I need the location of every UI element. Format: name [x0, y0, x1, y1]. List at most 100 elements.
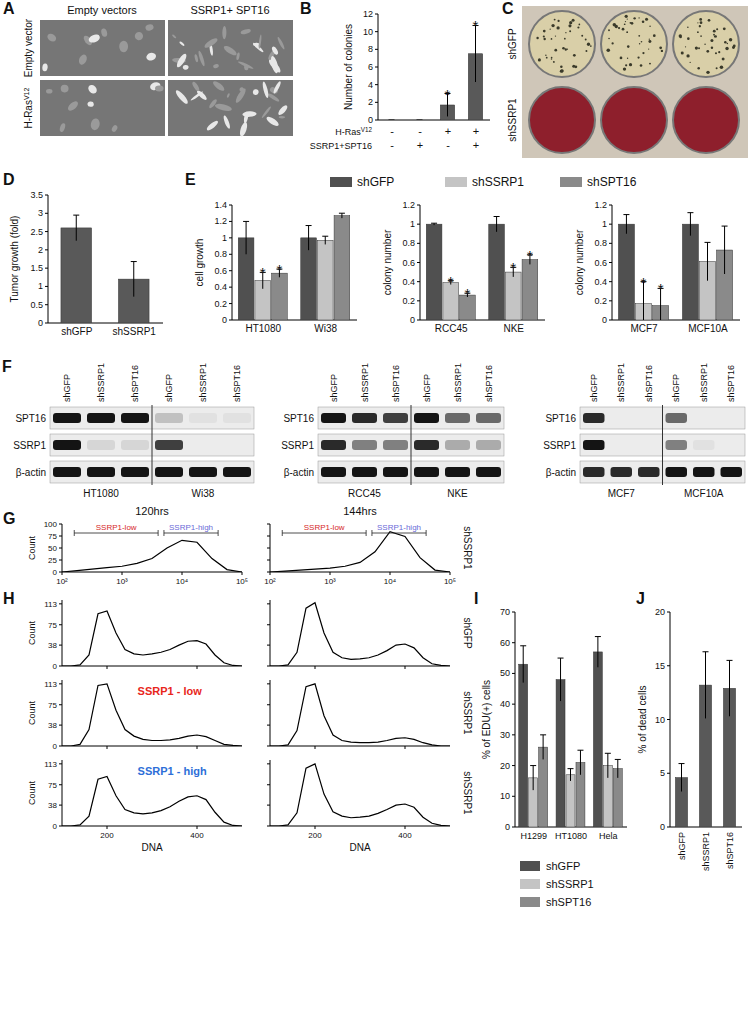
y-tick-label: 10	[655, 715, 665, 725]
colony	[659, 46, 662, 49]
colony	[627, 45, 630, 48]
x-axis-label: DNA	[349, 842, 370, 853]
colony	[724, 41, 727, 44]
panel-letter: C	[502, 0, 514, 17]
plot-area	[270, 684, 450, 746]
y-tick	[667, 719, 670, 720]
row-label: Empty vector	[23, 18, 34, 77]
y-tick	[229, 287, 232, 288]
row-label: shGFP	[462, 617, 473, 648]
band	[693, 413, 715, 423]
y-tick	[267, 683, 270, 684]
cell	[46, 32, 58, 43]
y-tick-label: 0	[53, 822, 58, 831]
y-tick-label: 20	[655, 607, 665, 617]
bar	[522, 260, 538, 320]
colony	[627, 19, 628, 20]
y-tick-label: 75	[48, 532, 57, 541]
y-tick-label: 1.5	[30, 263, 43, 273]
legend-label: shSPT16	[587, 175, 637, 189]
colony	[550, 29, 551, 30]
y-tick-label: 0.4	[214, 282, 227, 292]
y-tick	[267, 560, 270, 561]
band	[721, 413, 743, 423]
cell	[272, 81, 282, 95]
colony	[718, 51, 720, 53]
x-axis	[62, 572, 242, 573]
error-bar	[417, 120, 423, 121]
cell	[240, 28, 251, 35]
cell-line-label: HT1080	[83, 488, 119, 499]
significance-mark: *	[276, 261, 282, 278]
band	[414, 440, 439, 450]
y-tick	[59, 666, 62, 667]
legend-label: shGFP	[357, 175, 394, 189]
y-tick-label: 6	[368, 62, 373, 72]
y-tick-label: 0.6	[402, 258, 415, 268]
lane-label: shGFP	[62, 374, 72, 402]
colony	[606, 48, 610, 52]
band	[87, 440, 115, 450]
y-tick	[229, 270, 232, 271]
plot-area	[270, 764, 450, 826]
y-tick-label: 0	[660, 822, 665, 832]
y-tick-label: 8	[368, 44, 373, 54]
y-tick-label: 0.2	[214, 299, 227, 309]
colony	[585, 50, 587, 52]
band	[352, 467, 377, 477]
y-tick-label: 1	[602, 219, 607, 229]
colony	[625, 15, 628, 18]
y-tick	[417, 281, 420, 282]
x-tick	[315, 666, 316, 669]
colony	[661, 50, 663, 52]
y-tick	[512, 796, 515, 797]
cell	[172, 34, 177, 39]
band	[583, 440, 605, 450]
colony	[590, 45, 592, 47]
cell	[238, 121, 248, 137]
column-label: SSRP1+ SPT16	[190, 4, 269, 16]
cell	[222, 115, 231, 130]
annotation: SSRP1 - high	[138, 765, 207, 777]
y-tick-label: 113	[44, 760, 57, 769]
band	[352, 440, 377, 450]
y-tick	[512, 642, 515, 643]
y-tick-label: 0	[602, 315, 607, 325]
column-label: Empty vectors	[67, 4, 137, 16]
band	[611, 440, 633, 450]
plot-area	[62, 777, 242, 827]
colony	[557, 20, 559, 22]
y-tick	[609, 262, 612, 263]
plot-area	[238, 213, 350, 320]
label-text: Empty vector	[23, 18, 34, 77]
band	[321, 440, 346, 450]
panel-letter: H	[3, 590, 15, 607]
y-axis-label: cell growth	[194, 239, 205, 287]
band	[666, 413, 688, 423]
y-tick	[417, 320, 420, 321]
y-tick	[417, 300, 420, 301]
colony	[653, 34, 656, 37]
y-tick-label: 0.5	[30, 300, 43, 310]
y-tick-label: 100	[44, 520, 58, 529]
y-tick	[512, 827, 515, 828]
x-tick-label: shSSRP1	[701, 832, 711, 871]
y-tick	[267, 645, 270, 646]
band	[223, 413, 251, 423]
band	[189, 467, 217, 477]
micrograph	[168, 80, 293, 136]
row-label: shSSRP1	[462, 771, 473, 815]
band	[638, 467, 660, 477]
cell	[205, 119, 219, 132]
legend-label: shSSRP1	[472, 175, 524, 189]
x-tick	[122, 572, 123, 575]
band	[693, 440, 715, 450]
y-tick	[375, 31, 378, 32]
y-axis-label: Tumor growth (fold)	[9, 216, 20, 303]
colony	[649, 25, 650, 26]
y-tick	[59, 645, 62, 646]
histogram-line	[270, 764, 450, 826]
error-bar	[243, 221, 249, 254]
colony	[685, 46, 686, 47]
colony	[711, 47, 713, 49]
